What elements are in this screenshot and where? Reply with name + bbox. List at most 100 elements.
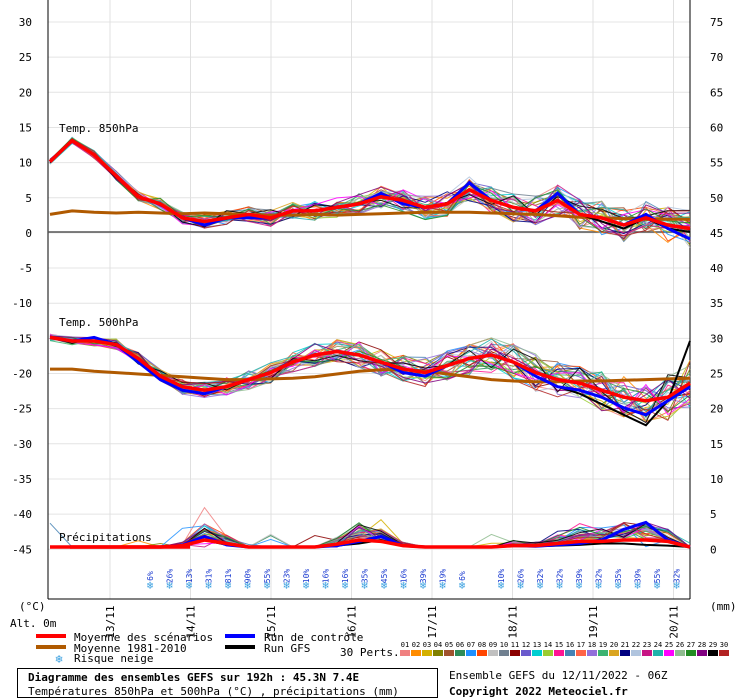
legend-member-number: 19 (599, 641, 607, 649)
legend-member-swatch (598, 650, 608, 656)
legend-member-swatch (686, 650, 696, 656)
legend-member-number: 14 (544, 641, 552, 649)
legend-member-number: 15 (555, 641, 563, 649)
legend-member-swatch (620, 650, 630, 656)
legend-member-swatch (587, 650, 597, 656)
member-t850-line (49, 137, 691, 238)
legend-member-swatch (565, 650, 575, 656)
snow-risk-value: 16% (341, 569, 350, 584)
legend-member-swatch (510, 650, 520, 656)
legend-member-swatch (455, 650, 465, 656)
t850-climatology-line (49, 209, 690, 221)
info-title: Diagramme des ensembles GEFS sur 192h : … (28, 671, 360, 684)
legend-snowflake-icon: ❄ (55, 652, 62, 666)
snow-risk-value: 45% (380, 569, 389, 584)
section-label-t850: Temp. 850hPa (59, 122, 138, 135)
ytick-right: 5 (710, 508, 717, 521)
ytick-right: 50 (710, 192, 723, 205)
snowflake-icon: ❄ (654, 579, 661, 592)
legend-member-swatch (543, 650, 553, 656)
ytick-right: 0 (710, 543, 717, 556)
legend-member-number: 04 (434, 641, 442, 649)
snowflake-icon: ❄ (361, 579, 368, 592)
snowflake-icon: ❄ (615, 579, 622, 592)
legend-climatology-label: Moyenne 1981-2010 (74, 642, 187, 655)
ytick-right: 75 (710, 16, 723, 29)
ytick-right: 45 (710, 227, 723, 240)
snow-risk-value: 32% (673, 569, 682, 584)
snowflake-icon: ❄ (225, 579, 232, 592)
legend-member-swatch (675, 650, 685, 656)
legend-member-number: 08 (478, 641, 486, 649)
legend-member-number: 01 (401, 641, 409, 649)
legend-control-swatch (225, 634, 255, 638)
legend-member-swatch (697, 650, 707, 656)
legend-member-number: 27 (687, 641, 695, 649)
ytick-right: 55 (710, 157, 723, 170)
t500-mean-line (49, 335, 691, 403)
ytick-left: -45 (12, 543, 32, 556)
snow-risk-value: 32% (556, 569, 565, 584)
legend-member-number: 12 (522, 641, 530, 649)
ytick-right: 10 (710, 473, 723, 486)
legend-member-number: 10 (500, 641, 508, 649)
snowflake-icon: ❄ (556, 579, 563, 592)
snowflake-icon: ❄ (420, 579, 427, 592)
snowflake-icon: ❄ (459, 579, 466, 592)
member-t850-line (49, 140, 691, 246)
snow-risk-value: 81% (224, 569, 233, 584)
snow-risk-value: 55% (263, 569, 272, 584)
xtick-date: 18/11 (507, 605, 520, 638)
legend-climatology-swatch (36, 645, 66, 649)
legend-member-swatch (433, 650, 443, 656)
legend-member-swatch (719, 650, 729, 656)
ytick-right: 40 (710, 262, 723, 275)
snow-risk-value: 35% (361, 569, 370, 584)
ytick-left: 15 (19, 121, 32, 134)
legend-gfs-swatch (225, 645, 255, 649)
member-t850-line (49, 139, 691, 228)
legend-control-label: Run de contrôle (264, 631, 363, 644)
snowflake-icon: ❄ (439, 579, 446, 592)
legend-mean-label: Moyenne des scénarios (74, 631, 213, 644)
t850-mean-line (48, 138, 691, 231)
ytick-left: -40 (12, 508, 32, 521)
legend-member-number: 13 (533, 641, 541, 649)
ytick-right: 20 (710, 403, 723, 416)
snowflake-icon: ❄ (400, 579, 407, 592)
ytick-left: 25 (19, 51, 32, 64)
snow-risk-value: 26% (517, 569, 526, 584)
xtick-date: 19/11 (587, 605, 600, 638)
legend-mean-swatch (36, 634, 66, 638)
snowflake-icon: ❄ (322, 579, 329, 592)
ytick-left: -25 (12, 403, 32, 416)
legend-member-number: 18 (588, 641, 596, 649)
legend-member-swatch (532, 650, 542, 656)
legend-member-number: 20 (610, 641, 618, 649)
ytick-right: 60 (710, 121, 723, 134)
snow-risk-value: 10% (302, 569, 311, 584)
legend-member-swatch (576, 650, 586, 656)
snow-risk-row: ❄6%❄26%❄13%❄31%❄81%❄90%❄55%❄23%❄10%❄16%❄… (146, 569, 682, 592)
legend-member-swatch (411, 650, 421, 656)
snowflake-icon: ❄ (147, 579, 154, 592)
ytick-left: 5 (25, 192, 32, 205)
legend-member-swatch (554, 650, 564, 656)
snowflake-icon: ❄ (576, 579, 583, 592)
ytick-left: -15 (12, 332, 32, 345)
snowflake-icon: ❄ (517, 579, 524, 592)
snow-risk-value: 90% (244, 569, 253, 584)
legend-member-swatch (488, 650, 498, 656)
member-t500-line (49, 336, 691, 423)
ytick-left: -30 (12, 438, 32, 451)
legend-member-number: 02 (412, 641, 420, 649)
legend-member-swatch (521, 650, 531, 656)
chart-axes (47, 0, 691, 600)
snowflake-icon: ❄ (166, 579, 173, 592)
ytick-right: 35 (710, 297, 723, 310)
legend-member-swatch (422, 650, 432, 656)
snowflake-icon: ❄ (283, 579, 290, 592)
ytick-right: 70 (710, 51, 723, 64)
snow-risk-value: 26% (166, 569, 175, 584)
